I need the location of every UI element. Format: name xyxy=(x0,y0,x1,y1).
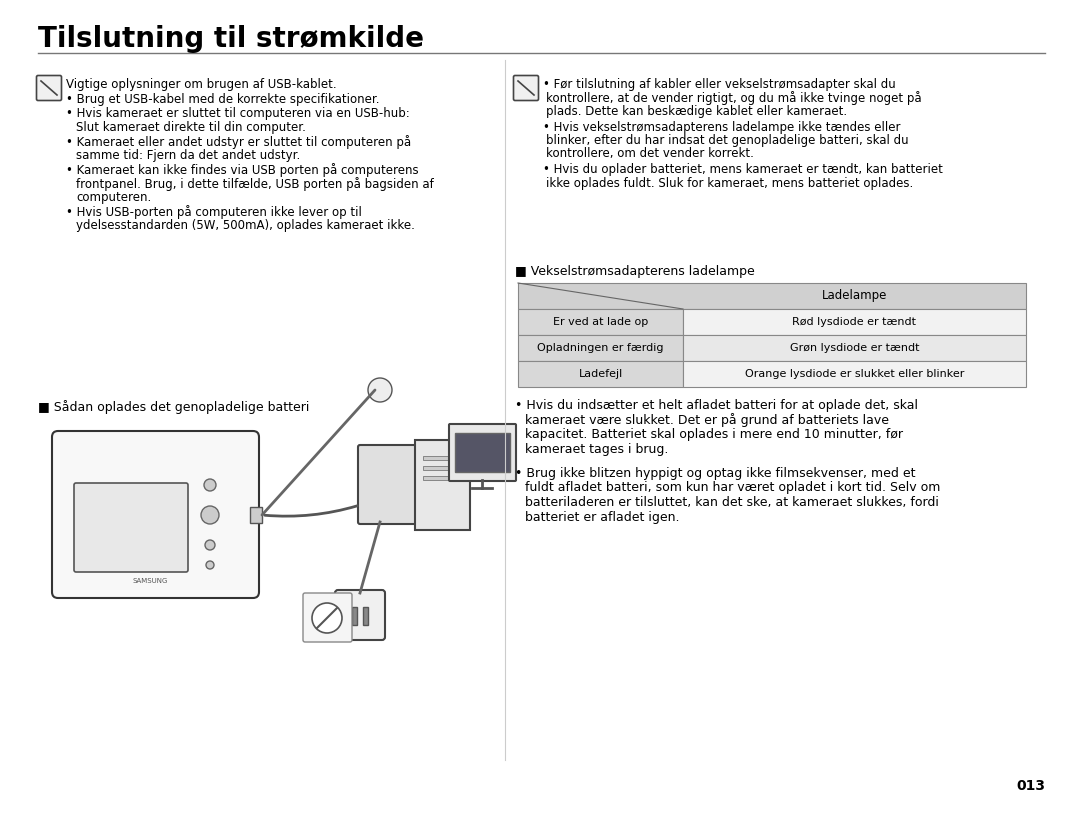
Text: plads. Dette kan beskædige kablet eller kameraet.: plads. Dette kan beskædige kablet eller … xyxy=(546,105,847,118)
Text: • Hvis kameraet er sluttet til computeren via en USB-hub:: • Hvis kameraet er sluttet til computere… xyxy=(66,108,409,121)
Text: Rød lysdiode er tændt: Rød lysdiode er tændt xyxy=(793,317,917,327)
Text: samme tid: Fjern da det andet udstyr.: samme tid: Fjern da det andet udstyr. xyxy=(76,149,300,162)
Text: ikke oplades fuldt. Sluk for kameraet, mens batteriet oplades.: ikke oplades fuldt. Sluk for kameraet, m… xyxy=(546,177,914,190)
Text: • Hvis du oplader batteriet, mens kameraet er tændt, kan batteriet: • Hvis du oplader batteriet, mens kamera… xyxy=(543,163,943,176)
Text: Ladelampe: Ladelampe xyxy=(822,289,887,302)
Bar xyxy=(352,607,357,625)
Text: kameraet tages i brug.: kameraet tages i brug. xyxy=(525,443,669,456)
Text: Grøn lysdiode er tændt: Grøn lysdiode er tændt xyxy=(789,343,919,353)
Circle shape xyxy=(205,540,215,550)
Text: ■ Sådan oplades det genopladelige batteri: ■ Sådan oplades det genopladelige batter… xyxy=(38,400,309,414)
Text: batteriladeren er tilsluttet, kan det ske, at kameraet slukkes, fordi: batteriladeren er tilsluttet, kan det sk… xyxy=(525,496,939,509)
Text: Vigtige oplysninger om brugen af USB-kablet.: Vigtige oplysninger om brugen af USB-kab… xyxy=(66,78,337,91)
Bar xyxy=(518,361,683,387)
Text: • Brug ikke blitzen hyppigt og optag ikke filmsekvenser, med et: • Brug ikke blitzen hyppigt og optag ikk… xyxy=(515,467,916,480)
Text: • Kameraet kan ikke findes via USB porten på computerens: • Kameraet kan ikke findes via USB porte… xyxy=(66,164,419,178)
Bar xyxy=(518,309,683,335)
Circle shape xyxy=(204,479,216,491)
Text: Slut kameraet direkte til din computer.: Slut kameraet direkte til din computer. xyxy=(76,121,306,134)
Text: • Kameraet eller andet udstyr er sluttet til computeren på: • Kameraet eller andet udstyr er sluttet… xyxy=(66,135,411,149)
Bar xyxy=(683,309,1026,335)
Text: Opladningen er færdig: Opladningen er færdig xyxy=(537,343,664,353)
Text: fuldt afladet batteri, som kun har været opladet i kort tid. Selv om: fuldt afladet batteri, som kun har været… xyxy=(525,482,941,495)
FancyBboxPatch shape xyxy=(52,431,259,598)
Text: computeren.: computeren. xyxy=(76,191,151,204)
FancyBboxPatch shape xyxy=(37,76,62,100)
Text: • Hvis du indsætter et helt afladet batteri for at oplade det, skal: • Hvis du indsætter et helt afladet batt… xyxy=(515,399,918,412)
FancyBboxPatch shape xyxy=(449,424,516,481)
FancyBboxPatch shape xyxy=(303,593,352,642)
Text: • Før tilslutning af kabler eller vekselstrømsadapter skal du: • Før tilslutning af kabler eller veksel… xyxy=(543,78,895,91)
Circle shape xyxy=(368,378,392,402)
Text: SAMSUNG: SAMSUNG xyxy=(133,578,167,584)
Bar xyxy=(423,476,462,480)
Bar xyxy=(423,456,462,460)
Bar xyxy=(518,283,1026,309)
FancyBboxPatch shape xyxy=(513,76,539,100)
Text: ydelsesstandarden (5W, 500mA), oplades kameraet ikke.: ydelsesstandarden (5W, 500mA), oplades k… xyxy=(76,218,415,231)
Circle shape xyxy=(201,506,219,524)
Text: kontrollere, om det vender korrekt.: kontrollere, om det vender korrekt. xyxy=(546,148,754,161)
Bar xyxy=(683,335,1026,361)
Bar xyxy=(249,507,262,523)
Text: Ladefejl: Ladefejl xyxy=(579,369,623,379)
Text: kapacitet. Batteriet skal oplades i mere end 10 minutter, før: kapacitet. Batteriet skal oplades i mere… xyxy=(525,428,903,441)
Text: 013: 013 xyxy=(1016,779,1045,793)
Bar xyxy=(683,361,1026,387)
FancyBboxPatch shape xyxy=(75,483,188,572)
Text: kameraet være slukket. Det er på grund af batteriets lave: kameraet være slukket. Det er på grund a… xyxy=(525,413,889,428)
Text: frontpanel. Brug, i dette tilfælde, USB porten på bagsiden af: frontpanel. Brug, i dette tilfælde, USB … xyxy=(76,177,434,191)
Text: ■ Vekselstrømsadapterens ladelampe: ■ Vekselstrømsadapterens ladelampe xyxy=(515,265,755,278)
Text: Orange lysdiode er slukket eller blinker: Orange lysdiode er slukket eller blinker xyxy=(745,369,964,379)
Bar xyxy=(423,466,462,470)
Bar xyxy=(415,440,470,530)
Text: blinker, efter du har indsat det genopladelige batteri, skal du: blinker, efter du har indsat det genopla… xyxy=(546,134,908,147)
Bar xyxy=(518,335,683,361)
Text: batteriet er afladet igen.: batteriet er afladet igen. xyxy=(525,510,679,523)
Bar xyxy=(363,607,368,625)
Text: • Hvis USB-porten på computeren ikke lever op til: • Hvis USB-porten på computeren ikke lev… xyxy=(66,205,362,219)
Text: • Brug et USB-kabel med de korrekte specifikationer.: • Brug et USB-kabel med de korrekte spec… xyxy=(66,93,379,106)
FancyBboxPatch shape xyxy=(357,445,422,524)
FancyBboxPatch shape xyxy=(335,590,384,640)
Text: Er ved at lade op: Er ved at lade op xyxy=(553,317,648,327)
Text: kontrollere, at de vender rigtigt, og du må ikke tvinge noget på: kontrollere, at de vender rigtigt, og du… xyxy=(546,91,921,105)
Circle shape xyxy=(206,561,214,569)
Text: • Hvis vekselstrømsadapterens ladelampe ikke tændes eller: • Hvis vekselstrømsadapterens ladelampe … xyxy=(543,121,901,134)
Text: Tilslutning til strømkilde: Tilslutning til strømkilde xyxy=(38,25,424,53)
Circle shape xyxy=(312,603,342,633)
Bar xyxy=(455,433,510,472)
